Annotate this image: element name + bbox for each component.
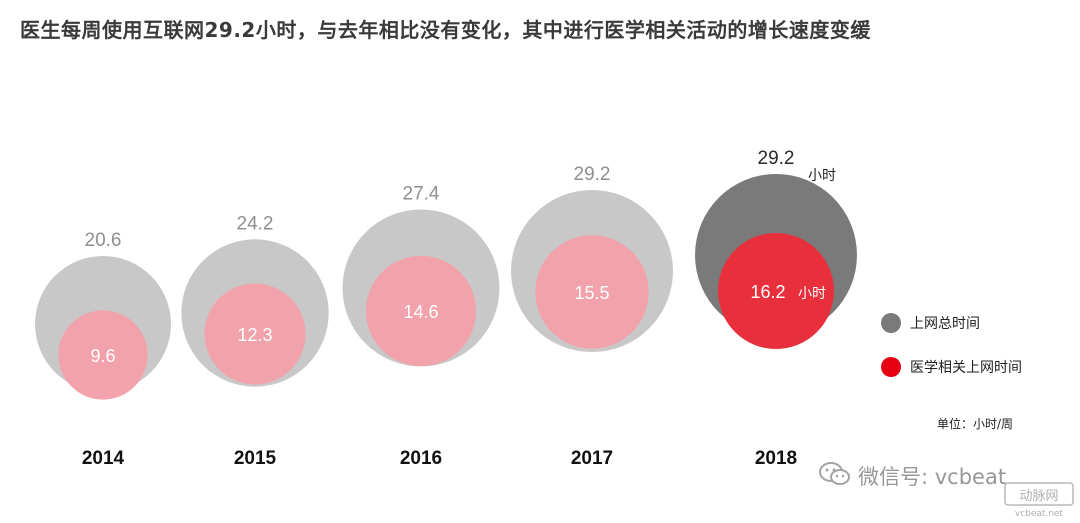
logo-url: vcbeat.net xyxy=(1015,509,1064,519)
year-label-2017: 2017 xyxy=(571,448,613,469)
label-total-2014: 20.6 xyxy=(85,230,122,251)
bubble-medical-2014 xyxy=(58,310,148,400)
watermark-text: 微信号: vcbeat xyxy=(858,465,1007,489)
logo-text: 动脉网 xyxy=(1019,489,1058,504)
unit-label-medical: 小时 xyxy=(798,286,826,302)
label-total-2018: 29.2 xyxy=(758,148,795,169)
legend-label-medical: 医学相关上网时间 xyxy=(910,360,1022,376)
chart-title: 医生每周使用互联网29.2小时，与去年相比没有变化，其中进行医学相关活动的增长速… xyxy=(20,18,871,42)
label-medical-2017: 15.5 xyxy=(574,283,609,303)
bubble-medical-2016 xyxy=(365,255,477,367)
bubble-layer: 20.6 9.6 2014 24.2 12.3 2015 27.4 14.6 2016 29.2 1… xyxy=(35,148,857,469)
year-label-2018: 2018 xyxy=(755,448,797,469)
label-total-2015: 24.2 xyxy=(237,213,274,234)
label-medical-2014: 9.6 xyxy=(90,346,115,366)
label-medical-2016: 14.6 xyxy=(403,302,438,322)
year-label-2014: 2014 xyxy=(82,448,125,469)
unit-label-total: 小时 xyxy=(808,168,836,184)
watermark: 微信号: vcbeat xyxy=(818,456,1006,496)
legend-label-total: 上网总时间 xyxy=(910,316,980,332)
label-total-2017: 29.2 xyxy=(574,164,611,185)
wechat-icon xyxy=(818,460,852,492)
year-label-2015: 2015 xyxy=(234,448,277,469)
year-label-2016: 2016 xyxy=(400,448,442,469)
vcbeat-logo: 动脉网 vcbeat.net xyxy=(1004,482,1074,519)
legend-swatch-total xyxy=(881,313,901,333)
bubble-medical-2015 xyxy=(204,283,306,385)
label-medical-2015: 12.3 xyxy=(237,325,272,345)
legend: 上网总时间 医学相关上网时间 xyxy=(881,313,1022,377)
label-total-2016: 27.4 xyxy=(403,184,440,205)
label-medical-2018: 16.2 xyxy=(750,282,785,302)
bubble-medical-2017 xyxy=(535,235,649,349)
bubble-medical-2018 xyxy=(718,233,834,349)
unit-note: 单位：小时/周 xyxy=(937,416,1013,431)
legend-swatch-medical xyxy=(881,357,901,377)
